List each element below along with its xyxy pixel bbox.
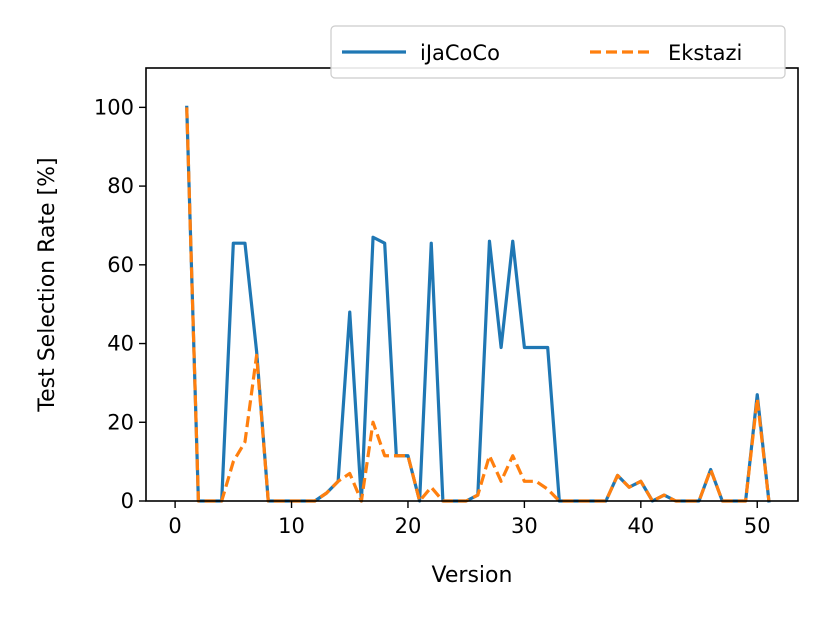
axes-frame bbox=[145, 67, 799, 502]
y-tick-label: 20 bbox=[107, 410, 134, 434]
series-layer bbox=[185, 105, 771, 503]
x-axis-ticks: 0 10 20 30 40 50 bbox=[168, 501, 771, 538]
x-tick-label: 0 bbox=[168, 514, 181, 538]
x-axis-label: Version bbox=[432, 563, 513, 588]
y-axis-ticks: 0 20 40 60 80 100 bbox=[94, 95, 146, 513]
y-tick-label: 40 bbox=[107, 332, 134, 356]
x-tick-label: 30 bbox=[511, 514, 538, 538]
x-tick-label: 20 bbox=[395, 514, 422, 538]
y-tick-label: 0 bbox=[121, 489, 134, 513]
y-tick-label: 60 bbox=[107, 253, 134, 277]
legend-label-ijacoco: iJaCoCo bbox=[420, 41, 500, 65]
x-tick-label: 40 bbox=[627, 514, 654, 538]
y-tick-label: 80 bbox=[107, 174, 134, 198]
x-tick-label: 50 bbox=[744, 514, 771, 538]
legend: iJaCoCo Ekstazi bbox=[330, 25, 786, 79]
legend-box bbox=[330, 25, 786, 79]
y-tick-label: 100 bbox=[94, 95, 134, 119]
y-axis-label: Test Selection Rate [%] bbox=[35, 157, 60, 412]
legend-label-ekstazi: Ekstazi bbox=[668, 41, 742, 65]
series-line-ekstazi bbox=[185, 107, 771, 503]
series-line-ijacoco bbox=[185, 105, 771, 503]
x-tick-label: 10 bbox=[278, 514, 305, 538]
